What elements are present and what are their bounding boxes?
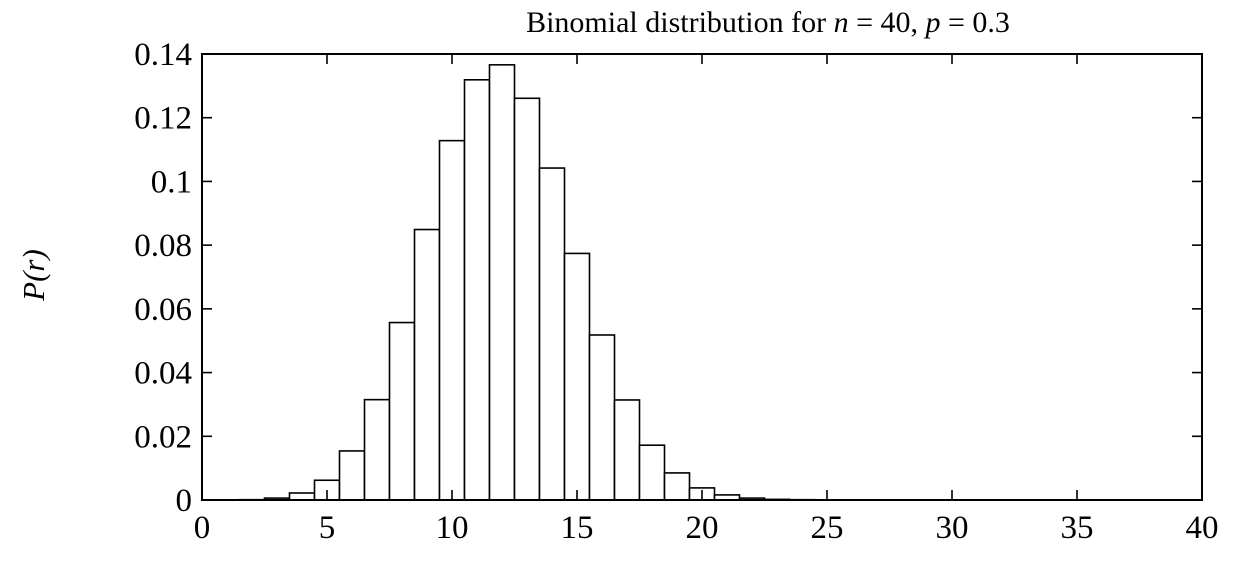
- bar-r-13: [513, 97, 541, 501]
- bar-r-4: [288, 492, 316, 501]
- x-tick-label: 30: [936, 510, 969, 546]
- title-p-value: = 0.3: [941, 6, 1010, 39]
- x-tick-label: 10: [436, 510, 469, 546]
- bar-r-12: [488, 64, 516, 501]
- ticks-group: 0 5 10 15 20 25 30 35 40 0 0.02 0.04 0.06 0.08 0.1 0.12…: [134, 37, 1218, 546]
- y-tick-label: 0.12: [134, 101, 192, 137]
- title-p-symbol: p: [924, 6, 941, 39]
- y-tick-label: 0.02: [134, 419, 192, 455]
- bar-r-6: [338, 450, 366, 501]
- title-n-value: = 40,: [849, 6, 926, 39]
- y-tick-label: 0.08: [134, 228, 192, 264]
- x-tick-label: 35: [1061, 510, 1094, 546]
- x-tick-label: 0: [194, 510, 211, 546]
- y-tick-label: 0.14: [134, 37, 192, 73]
- x-tick-label: 25: [811, 510, 844, 546]
- x-tick-label: 5: [319, 510, 336, 546]
- bar-r-19: [663, 472, 691, 501]
- bar-r-11: [463, 79, 491, 501]
- y-tick-label: 0.04: [134, 356, 192, 392]
- x-tick-label: 20: [686, 510, 719, 546]
- bar-r-17: [613, 399, 641, 501]
- bar-r-16: [588, 334, 616, 501]
- bar-r-10: [438, 139, 466, 501]
- plot-frame: [201, 53, 1203, 501]
- bar-r-14: [538, 167, 566, 501]
- title-prefix: Binomial distribution for: [526, 6, 834, 39]
- x-tick-label: 40: [1186, 510, 1219, 546]
- title-n-symbol: n: [834, 6, 849, 39]
- bars-group: [238, 64, 816, 501]
- y-tick-label: 0.1: [151, 164, 192, 200]
- bar-r-7: [363, 398, 391, 501]
- x-tick-label: 15: [561, 510, 594, 546]
- y-axis-label: P(r): [16, 249, 51, 302]
- bar-r-18: [638, 444, 666, 501]
- bar-r-8: [388, 321, 416, 501]
- y-tick-label: 0: [176, 483, 193, 519]
- y-tick-label: 0.06: [134, 292, 192, 328]
- chart-title: Binomial distribution for n = 40, p = 0.…: [526, 6, 1010, 39]
- bar-r-15: [563, 252, 591, 501]
- bar-r-9: [413, 228, 441, 501]
